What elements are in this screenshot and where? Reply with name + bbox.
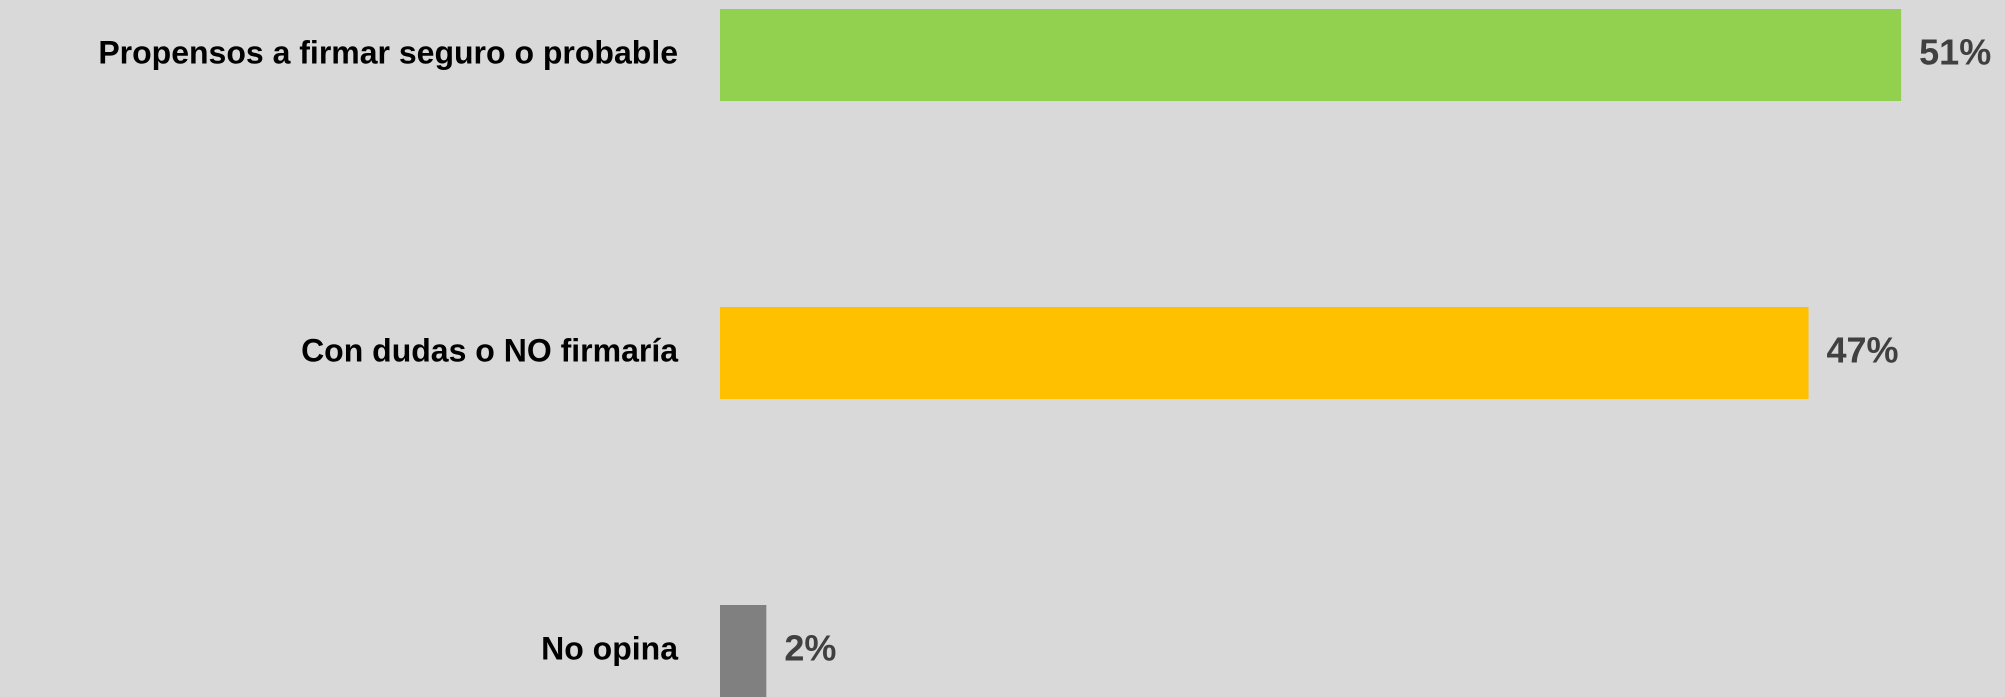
value-label: 47%: [1827, 330, 1899, 371]
bar: [720, 605, 767, 697]
bar: [720, 9, 1902, 101]
value-label: 51%: [1919, 32, 1991, 73]
value-label: 2%: [784, 628, 836, 669]
category-label: Propensos a firmar seguro o probable: [98, 34, 678, 70]
category-label: Con dudas o NO firmaría: [301, 332, 678, 368]
bar: [720, 307, 1809, 399]
category-label: No opina: [541, 630, 678, 666]
